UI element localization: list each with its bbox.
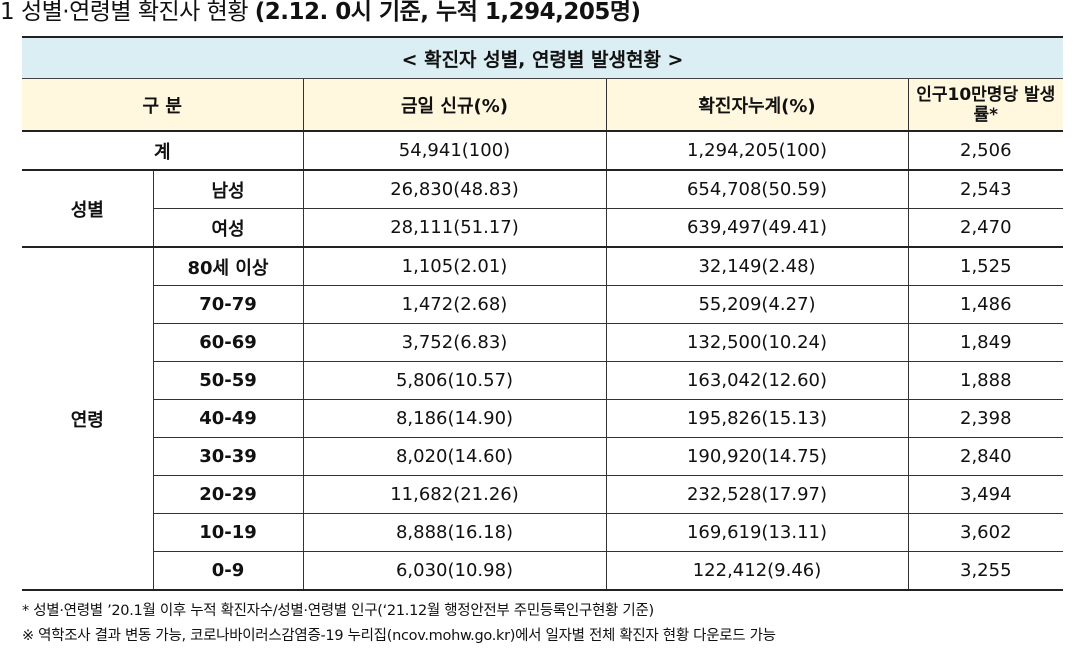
cell-cumulative: 132,500(10.24) <box>606 323 909 362</box>
cell-per-100k: 1,486 <box>908 285 1064 324</box>
row-label: 여성 <box>153 208 304 248</box>
cell-per-100k: 2,506 <box>908 131 1064 171</box>
cell-cumulative: 654,708(50.59) <box>606 170 909 209</box>
row-label: 80세 이상 <box>153 247 304 286</box>
table-row: 60-69 3,752(6.83) 132,500(10.24) 1,849 <box>22 323 1064 362</box>
table-row-total: 계 54,941(100) 1,294,205(100) 2,506 <box>22 131 1064 171</box>
table-row: 70-79 1,472(2.68) 55,209(4.27) 1,486 <box>22 285 1064 324</box>
cell-cumulative: 195,826(15.13) <box>606 399 909 438</box>
cell-per-100k: 2,543 <box>908 170 1064 209</box>
cell-today-new: 8,020(14.60) <box>303 437 607 476</box>
cell-today-new: 54,941(100) <box>303 131 607 171</box>
header-per-100k: 인구10만명당 발생률* <box>908 78 1064 132</box>
row-label: 10-19 <box>153 513 304 552</box>
section-heading: 1 성별·연령별 확진사 현황 (2.12. 0시 기준, 누적 1,294,2… <box>0 0 1080 30</box>
section-heading-title: 1 성별·연령별 확진사 현황 <box>0 0 255 25</box>
cell-today-new: 8,888(16.18) <box>303 513 607 552</box>
row-label: 0-9 <box>153 551 304 591</box>
cell-cumulative: 232,528(17.97) <box>606 475 909 514</box>
cell-cumulative: 55,209(4.27) <box>606 285 909 324</box>
row-label: 계 <box>22 131 304 171</box>
cell-cumulative: 122,412(9.46) <box>606 551 909 591</box>
cell-per-100k: 3,255 <box>908 551 1064 591</box>
cell-cumulative: 169,619(13.11) <box>606 513 909 552</box>
table-row: 50-59 5,806(10.57) 163,042(12.60) 1,888 <box>22 361 1064 400</box>
table-row: 성별 남성 26,830(48.83) 654,708(50.59) 2,543 <box>22 170 1064 248</box>
row-label: 20-29 <box>153 475 304 514</box>
cell-today-new: 8,186(14.90) <box>303 399 607 438</box>
group-label-age: 연령 <box>22 247 154 591</box>
cell-today-new: 1,105(2.01) <box>303 247 607 286</box>
table-row: 연령 80세 이상 1,105(2.01) 32,149(2.48) 1,525 <box>22 247 1064 591</box>
cell-today-new: 5,806(10.57) <box>303 361 607 400</box>
cell-per-100k: 2,840 <box>908 437 1064 476</box>
cell-per-100k: 2,470 <box>908 208 1064 248</box>
table-row: 0-9 6,030(10.98) 122,412(9.46) 3,255 <box>22 551 1064 591</box>
table-row: 30-39 8,020(14.60) 190,920(14.75) 2,840 <box>22 437 1064 476</box>
cell-today-new: 28,111(51.17) <box>303 208 607 248</box>
cell-today-new: 6,030(10.98) <box>303 551 607 591</box>
row-label: 30-39 <box>153 437 304 476</box>
cell-cumulative: 190,920(14.75) <box>606 437 909 476</box>
footnote-rate-definition: * 성별·연령별 ’20.1월 이후 누적 확진자수/성별·연령별 인구(‘21… <box>22 603 654 619</box>
table-row: 여성 28,111(51.17) 639,497(49.41) 2,470 <box>22 208 1064 248</box>
cell-per-100k: 1,888 <box>908 361 1064 400</box>
cell-cumulative: 32,149(2.48) <box>606 247 909 286</box>
row-label: 남성 <box>153 170 304 209</box>
table-caption: < 확진자 성별, 연령별 발생현황 > <box>22 36 1064 79</box>
footnote-source: ※ 역학조사 결과 변동 가능, 코로나바이러스감염증-19 누리집(ncov.… <box>22 628 776 644</box>
cell-cumulative: 1,294,205(100) <box>606 131 909 171</box>
row-label: 70-79 <box>153 285 304 324</box>
header-cumulative: 확진자누계(%) <box>606 78 909 132</box>
cell-today-new: 3,752(6.83) <box>303 323 607 362</box>
cell-cumulative: 163,042(12.60) <box>606 361 909 400</box>
cell-per-100k: 1,849 <box>908 323 1064 362</box>
group-label-sex: 성별 <box>22 170 154 248</box>
header-today-new: 금일 신규(%) <box>303 78 607 132</box>
cell-today-new: 11,682(21.26) <box>303 475 607 514</box>
cell-per-100k: 1,525 <box>908 247 1064 286</box>
row-label: 40-49 <box>153 399 304 438</box>
cell-cumulative: 639,497(49.41) <box>606 208 909 248</box>
table-header-row: 구 분 금일 신규(%) 확진자누계(%) 인구10만명당 발생률* <box>22 78 1064 132</box>
table-row: 10-19 8,888(16.18) 169,619(13.11) 3,602 <box>22 513 1064 552</box>
table-row: 20-29 11,682(21.26) 232,528(17.97) 3,494 <box>22 475 1064 514</box>
table-row: 40-49 8,186(14.90) 195,826(15.13) 2,398 <box>22 399 1064 438</box>
cell-today-new: 1,472(2.68) <box>303 285 607 324</box>
section-heading-basis: (2.12. 0시 기준, 누적 1,294,205명) <box>254 0 641 25</box>
cell-today-new: 26,830(48.83) <box>303 170 607 209</box>
cell-per-100k: 3,494 <box>908 475 1064 514</box>
confirmed-cases-table: < 확진자 성별, 연령별 발생현황 > 구 분 금일 신규(%) 확진자누계(… <box>22 36 1064 591</box>
cell-per-100k: 2,398 <box>908 399 1064 438</box>
header-category: 구 분 <box>22 78 304 132</box>
cell-per-100k: 3,602 <box>908 513 1064 552</box>
table-caption-row: < 확진자 성별, 연령별 발생현황 > <box>22 36 1064 79</box>
row-label: 50-59 <box>153 361 304 400</box>
footnotes: * 성별·연령별 ’20.1월 이후 누적 확진자수/성별·연령별 인구(‘21… <box>22 599 1072 649</box>
row-label: 60-69 <box>153 323 304 362</box>
